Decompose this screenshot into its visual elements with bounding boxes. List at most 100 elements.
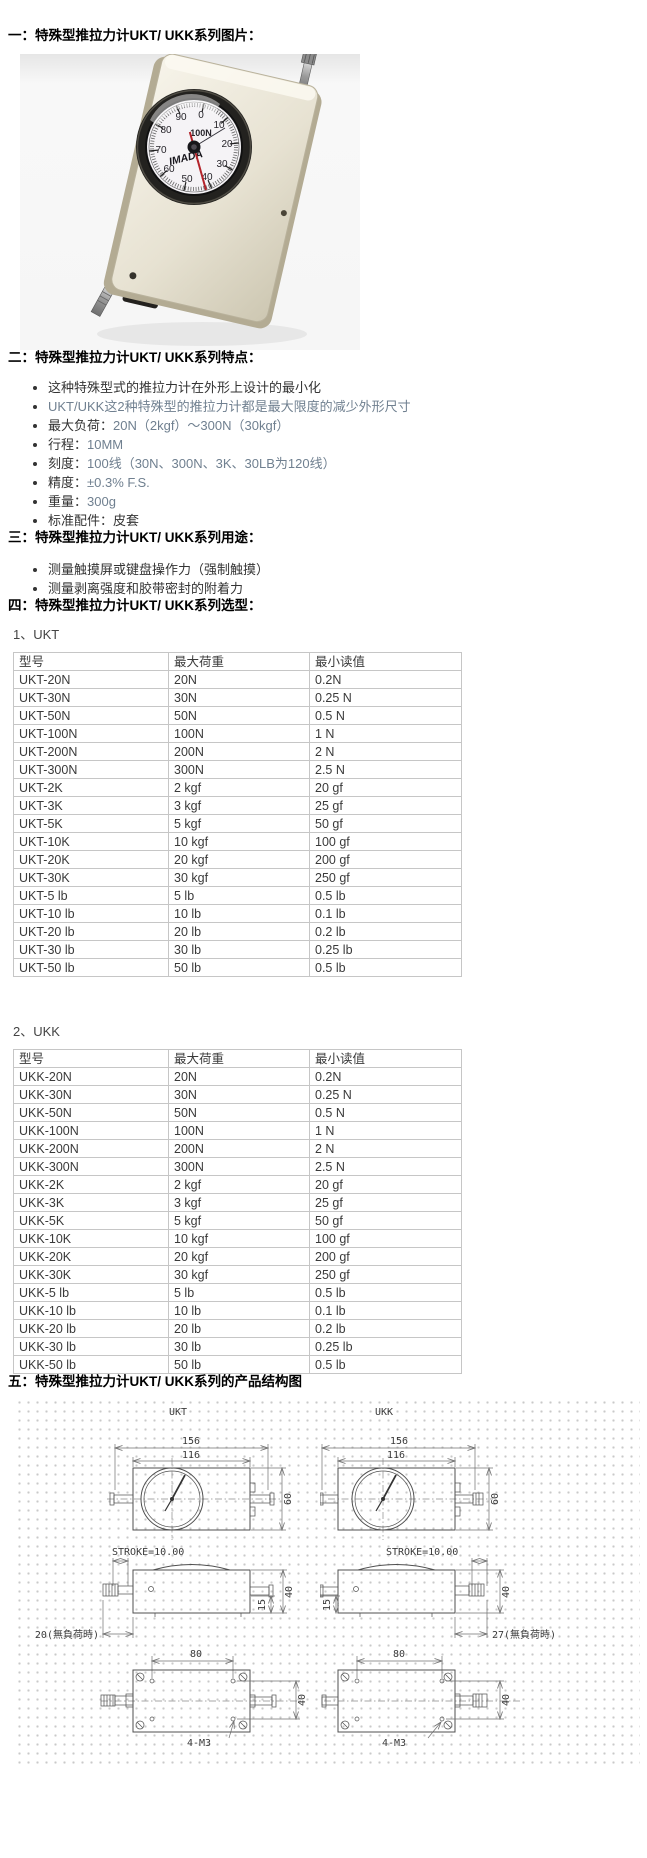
ukt-noload-label: 20(無負荷時) [35, 1628, 99, 1641]
table-row: UKK-10 lb 10 lb 0.1 lb [13, 1301, 462, 1320]
table-cell: UKK-30K [13, 1265, 169, 1284]
table-cell: 3 kgf [168, 1193, 310, 1212]
table-cell: 30N [168, 688, 310, 707]
dim-156: 156 [390, 1436, 408, 1447]
table-cell: UKK-20K [13, 1247, 169, 1266]
stroke-dim-label: STROKE=10.00 [386, 1547, 458, 1558]
table-cell: UKT-10 lb [13, 904, 169, 923]
features-list: 这种特殊型式的推拉力计在外形上设计的最小化UKT/UKK这2种特殊型的推拉力计都… [8, 378, 639, 530]
dim-40-side: 40 [501, 1586, 512, 1598]
table-row: UKK-30K 30 kgf 250 gf [13, 1265, 462, 1284]
table-cell: UKT-30K [13, 868, 169, 887]
col-header-max-load: 最大荷重 [168, 1049, 310, 1068]
list-item: 标准配件：皮套 [48, 511, 639, 530]
dial: 0 10 20 30 40 50 60 70 80 90 100N IMADA [136, 89, 252, 205]
col-header-min-reading: 最小读值 [309, 652, 462, 671]
dim-40-bottom: 40 [501, 1694, 512, 1706]
table-cell: 50N [168, 1103, 310, 1122]
table-cell: 50 gf [309, 1211, 462, 1230]
table-cell: 20 kgf [168, 1247, 310, 1266]
dim-40-bottom: 40 [297, 1694, 308, 1706]
dial-number-60: 60 [163, 164, 175, 175]
table-row: UKK-20 lb 20 lb 0.2 lb [13, 1319, 462, 1338]
section-2-heading: 二：特殊型推拉力计UKT/ UKK系列特点： [8, 350, 262, 365]
table-cell: UKT-2K [13, 778, 169, 797]
table-row: UKT-10K 10 kgf 100 gf [13, 832, 462, 851]
table-cell: 1 N [309, 724, 462, 743]
list-item: 测量剥离强度和胶带密封的附着力 [48, 579, 639, 598]
table-row: UKK-5 lb 5 lb 0.5 lb [13, 1283, 462, 1302]
table-cell: 0.25 lb [309, 1337, 462, 1356]
table-cell: UKK-10K [13, 1229, 169, 1248]
table-cell: UKT-10K [13, 832, 169, 851]
table-cell: 20 lb [168, 1319, 310, 1338]
table-cell: UKK-50 lb [13, 1355, 169, 1374]
col-header-min-reading: 最小读值 [309, 1049, 462, 1068]
dial-number-0: 0 [198, 110, 204, 121]
table-cell: UKK-50N [13, 1103, 169, 1122]
table-cell: UKK-300N [13, 1157, 169, 1176]
table-row: UKK-2K 2 kgf 20 gf [13, 1175, 462, 1194]
list-item: 测量触摸屏或键盘操作力（强制触摸） [48, 560, 639, 579]
dial-tick-band [150, 103, 238, 191]
table-header-row: 型号 最大荷重 最小读值 [13, 1049, 462, 1068]
table-cell: 10 kgf [168, 832, 310, 851]
force-gauge-photo: 0 10 20 30 40 50 60 70 80 90 100N IMADA [90, 51, 322, 346]
structure-diagram: UKT 156 116 60 [15, 1398, 640, 1766]
table-cell: 0.5 lb [309, 1283, 462, 1302]
table-cell: 200 gf [309, 850, 462, 869]
table-cell: 0.2N [309, 670, 462, 689]
table-cell: UKK-3K [13, 1193, 169, 1212]
uses-list: 测量触摸屏或键盘操作力（强制触摸）测量剥离强度和胶带密封的附着力 [8, 560, 639, 598]
table-row: UKT-20N 20N 0.2N [13, 670, 462, 689]
table-cell: UKK-5K [13, 1211, 169, 1230]
table-row: UKT-30 lb 30 lb 0.25 lb [13, 940, 462, 959]
table-cell: 20N [168, 670, 310, 689]
table-row: UKK-5K 5 kgf 50 gf [13, 1211, 462, 1230]
table-cell: 2 N [309, 742, 462, 761]
dial-number-90: 90 [175, 112, 187, 123]
table-cell: 2.5 N [309, 1157, 462, 1176]
section-3-heading: 三：特殊型推拉力计UKT/ UKK系列用途： [8, 530, 262, 545]
table-cell: UKK-100N [13, 1121, 169, 1140]
ukt-diagram: UKT 156 116 60 [35, 1407, 308, 1749]
table-row: UKK-3K 3 kgf 25 gf [13, 1193, 462, 1212]
table-cell: UKT-300N [13, 760, 169, 779]
table-row: UKT-200N 200N 2 N [13, 742, 462, 761]
table-cell: 0.5 N [309, 1103, 462, 1122]
table-cell: 0.5 lb [309, 1355, 462, 1374]
list-item: 刻度：100线（30N、300N、3K、30LB为120线） [48, 454, 639, 473]
dim-80: 80 [393, 1649, 405, 1660]
table-cell: 250 gf [309, 868, 462, 887]
table-cell: 0.25 lb [309, 940, 462, 959]
table-header-row: 型号 最大荷重 最小读值 [13, 652, 462, 671]
table-cell: UKT-50 lb [13, 958, 169, 977]
table-row: UKT-20 lb 20 lb 0.2 lb [13, 922, 462, 941]
ukk-selection-table: 型号 最大荷重 最小读值 UKK-20N 20N 0.2N UKK-30N 30N 0.2… [13, 1049, 462, 1374]
table-cell: 10 lb [168, 904, 310, 923]
table-cell: 50N [168, 706, 310, 725]
table-cell: 0.2 lb [309, 922, 462, 941]
table-cell: 300N [168, 1157, 310, 1176]
section-5-heading: 五：特殊型推拉力计UKT/ UKK系列的产品结构图 [8, 1374, 302, 1389]
ukt-selection-table: 型号 最大荷重 最小读值 UKT-20N 20N 0.2N UKT-30N 30N 0.2… [13, 652, 462, 977]
table-cell: 25 gf [309, 1193, 462, 1212]
table-cell: UKT-5K [13, 814, 169, 833]
table-cell: 0.5 lb [309, 958, 462, 977]
table-row: UKK-50 lb 50 lb 0.5 lb [13, 1355, 462, 1374]
ukk-front-dial [351, 1467, 415, 1531]
table-cell: 0.5 N [309, 706, 462, 725]
dial-number-80: 80 [160, 125, 172, 136]
table-row: UKK-20N 20N 0.2N [13, 1067, 462, 1086]
dim-156: 156 [182, 1436, 200, 1447]
table-cell: UKK-20N [13, 1067, 169, 1086]
table-cell: UKK-5 lb [13, 1283, 169, 1302]
table-row: UKT-5K 5 kgf 50 gf [13, 814, 462, 833]
ukk-diagram-label: UKK [375, 1407, 393, 1418]
table-cell: UKT-20K [13, 850, 169, 869]
dial-number-10: 10 [213, 120, 225, 131]
table-row: UKT-300N 300N 2.5 N [13, 760, 462, 779]
table-cell: 50 lb [168, 1355, 310, 1374]
table-cell: 0.1 lb [309, 904, 462, 923]
